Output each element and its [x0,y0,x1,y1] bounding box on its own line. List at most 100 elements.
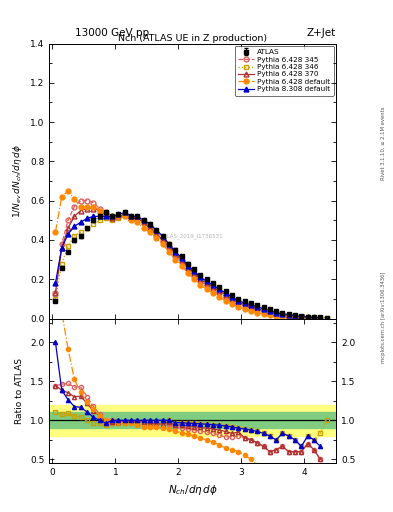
Pythia 8.308 default [286,312,291,318]
Pythia 8.308 default [280,311,285,317]
Pythia 6.428 345 [204,282,209,288]
Pythia 8.308 default [223,290,228,296]
Pythia 6.428 346 [167,241,171,247]
Pythia 6.428 default [211,290,215,296]
Pythia 6.428 345 [116,214,121,220]
Pythia 6.428 346 [129,216,134,222]
Pythia 6.428 345 [148,225,152,231]
Pythia 6.428 345 [97,205,102,211]
Pythia 6.428 345 [293,313,298,319]
Pythia 6.428 345 [217,290,222,296]
Pythia 6.428 370 [211,284,215,290]
Pythia 6.428 346 [312,314,316,321]
Pythia 8.308 default [53,280,58,286]
Pythia 6.428 default [312,315,316,321]
Pythia 8.308 default [248,302,253,308]
Pythia 6.428 345 [173,252,178,259]
Pythia 6.428 345 [261,308,266,314]
Legend: ATLAS, Pythia 6.428 345, Pythia 6.428 346, Pythia 6.428 370, Pythia 6.428 defaul: ATLAS, Pythia 6.428 345, Pythia 6.428 34… [235,46,334,96]
Pythia 6.428 345 [154,231,159,237]
Pythia 6.428 346 [211,282,215,288]
Pythia 6.428 default [123,214,127,220]
Pythia 6.428 default [230,301,234,307]
Pythia 6.428 default [268,312,272,318]
Pythia 6.428 default [185,270,190,276]
Pythia 6.428 345 [242,302,247,308]
Pythia 6.428 346 [179,254,184,261]
Pythia 6.428 345 [286,312,291,318]
Pythia 6.428 345 [318,315,323,321]
Pythia 6.428 default [179,263,184,269]
Y-axis label: Ratio to ATLAS: Ratio to ATLAS [15,358,24,424]
Pythia 6.428 346 [66,243,70,249]
Pythia 8.308 default [217,286,222,292]
Pythia 8.308 default [78,219,83,225]
Pythia 8.308 default [160,233,165,239]
Pythia 6.428 345 [66,217,70,223]
Pythia 6.428 default [286,314,291,320]
Pythia 6.428 370 [91,205,95,211]
Pythia 6.428 345 [236,300,241,306]
Pythia 6.428 370 [179,257,184,263]
Pythia 6.428 default [236,304,241,310]
Title: Nch (ATLAS UE in Z production): Nch (ATLAS UE in Z production) [118,34,267,42]
Pythia 6.428 346 [103,216,108,222]
Pythia 6.428 default [141,225,146,231]
Pythia 6.428 345 [198,278,203,284]
Pythia 6.428 370 [135,216,140,222]
Line: Pythia 6.428 370: Pythia 6.428 370 [53,206,323,321]
Pythia 6.428 370 [66,225,70,231]
Pythia 8.308 default [204,278,209,284]
Pythia 6.428 345 [84,198,89,204]
Pythia 6.428 default [242,306,247,312]
Pythia 6.428 345 [135,216,140,222]
Pythia 6.428 default [148,229,152,235]
Pythia 8.308 default [236,298,241,304]
Pythia 6.428 346 [198,274,203,281]
Bar [49,413,336,428]
Pythia 6.428 default [261,311,266,317]
Pythia 6.428 345 [192,272,196,279]
Pythia 8.308 default [185,263,190,269]
Pythia 8.308 default [103,214,108,220]
Line: Pythia 8.308 default: Pythia 8.308 default [53,210,323,320]
Pythia 6.428 default [72,196,77,202]
Pythia 6.428 370 [192,270,196,276]
Pythia 6.428 346 [217,286,222,292]
Pythia 6.428 370 [318,315,323,321]
Text: mcplots.cern.ch [arXiv:1306.3436]: mcplots.cern.ch [arXiv:1306.3436] [381,272,386,363]
Pythia 8.308 default [293,312,298,318]
Pythia 6.428 346 [255,304,259,310]
Pythia 8.308 default [141,217,146,223]
Pythia 6.428 370 [299,314,304,320]
Pythia 6.428 370 [59,245,64,251]
Pythia 6.428 346 [236,298,241,304]
Pythia 6.428 370 [97,207,102,214]
Pythia 6.428 default [255,310,259,316]
Pythia 6.428 370 [53,290,58,296]
Pythia 8.308 default [173,249,178,255]
Text: Z+Jet: Z+Jet [307,28,336,38]
Line: Pythia 6.428 default: Pythia 6.428 default [53,188,316,321]
Pythia 8.308 default [242,300,247,306]
Pythia 6.428 default [173,257,178,263]
Pythia 8.308 default [129,214,134,220]
Pythia 6.428 346 [116,216,121,222]
Pythia 6.428 345 [167,245,171,251]
Pythia 6.428 346 [148,223,152,229]
Pythia 6.428 default [198,282,203,288]
Pythia 6.428 370 [293,313,298,319]
Pythia 6.428 345 [160,237,165,243]
Pythia 6.428 default [274,312,279,318]
Pythia 6.428 370 [173,251,178,257]
Pythia 6.428 default [53,229,58,235]
Pythia 6.428 345 [248,304,253,310]
Pythia 6.428 default [204,286,209,292]
Pythia 8.308 default [154,227,159,233]
Pythia 6.428 346 [274,310,279,316]
Pythia 6.428 345 [268,310,272,316]
Pythia 6.428 346 [110,217,114,223]
Pythia 6.428 345 [103,211,108,218]
Pythia 6.428 default [217,294,222,300]
Pythia 6.428 346 [84,225,89,231]
